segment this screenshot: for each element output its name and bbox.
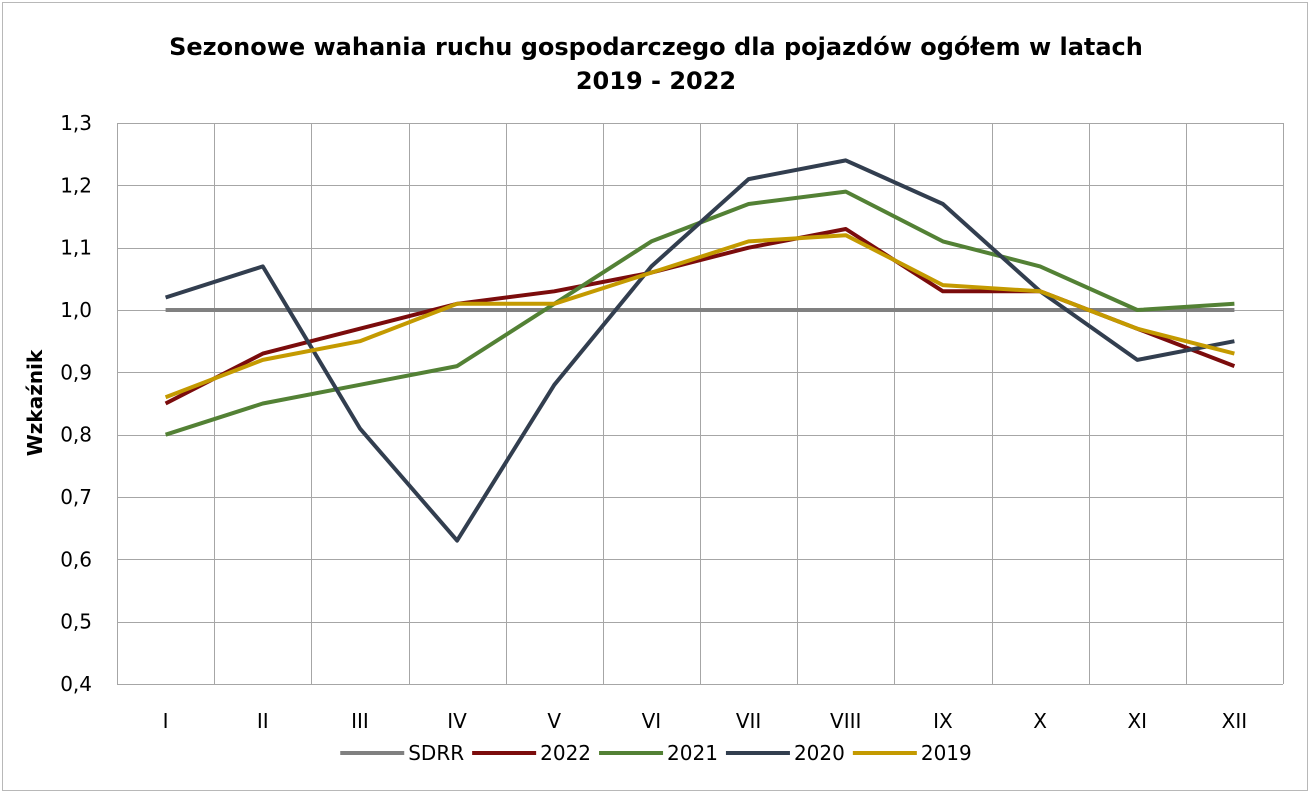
legend-item: SDRR [340, 741, 464, 765]
x-tick-label: X [1033, 709, 1047, 733]
legend-label: 2021 [667, 741, 718, 765]
y-axis-label: Wzkaźnik [23, 349, 47, 456]
chart-title-line2: 2019 - 2022 [575, 67, 737, 95]
y-axis-ticks: 0,4 0,5 0,6 0,7 0,8 0,9 1,0 1,1 1,2 1,3 [60, 111, 92, 696]
x-tick-label: IV [447, 709, 467, 733]
y-tick-label: 1,3 [60, 111, 92, 135]
x-axis-ticks: I II III IV V VI VII VIII IX X XI XII [163, 709, 1248, 733]
y-tick-label: 1,1 [60, 236, 92, 260]
x-tick-label: I [163, 709, 169, 733]
series-line-2019 [164, 233, 1235, 400]
x-tick-label: II [257, 709, 269, 733]
y-tick-label: 0,9 [60, 360, 92, 384]
chart-title: Sezonowe wahania ruchu gospodarczego dla… [0, 30, 1312, 98]
x-tick-label: V [547, 709, 561, 733]
x-tick-label: XII [1222, 709, 1248, 733]
legend: SDRR 2022 2021 2020 2019 [340, 741, 972, 765]
legend-item: 2020 [725, 741, 845, 765]
y-tick-label: 0,6 [60, 547, 92, 571]
y-tick-label: 0,5 [60, 610, 92, 634]
x-tick-label: III [351, 709, 369, 733]
legend-label: SDRR [408, 741, 464, 765]
x-tick-label: XI [1127, 709, 1147, 733]
chart-title-line1: Sezonowe wahania ruchu gospodarczego dla… [169, 33, 1143, 61]
series-layer [164, 158, 1236, 543]
x-tick-label: VIII [830, 709, 861, 733]
legend-item: 2021 [599, 741, 718, 765]
y-tick-label: 0,7 [60, 485, 92, 509]
series-line-2020 [164, 158, 1235, 543]
legend-label: 2022 [540, 741, 591, 765]
y-tick-label: 0,8 [60, 423, 92, 447]
legend-label: 2019 [921, 741, 972, 765]
y-tick-label: 0,4 [60, 672, 92, 696]
legend-label: 2020 [794, 741, 845, 765]
x-tick-label: VII [736, 709, 761, 733]
x-tick-label: IX [933, 709, 953, 733]
y-tick-label: 1,2 [60, 173, 92, 197]
legend-item: 2019 [852, 741, 972, 765]
x-tick-label: VI [642, 709, 662, 733]
grid-layer [117, 123, 1284, 685]
legend-item: 2022 [472, 741, 591, 765]
y-tick-label: 1,0 [60, 298, 92, 322]
